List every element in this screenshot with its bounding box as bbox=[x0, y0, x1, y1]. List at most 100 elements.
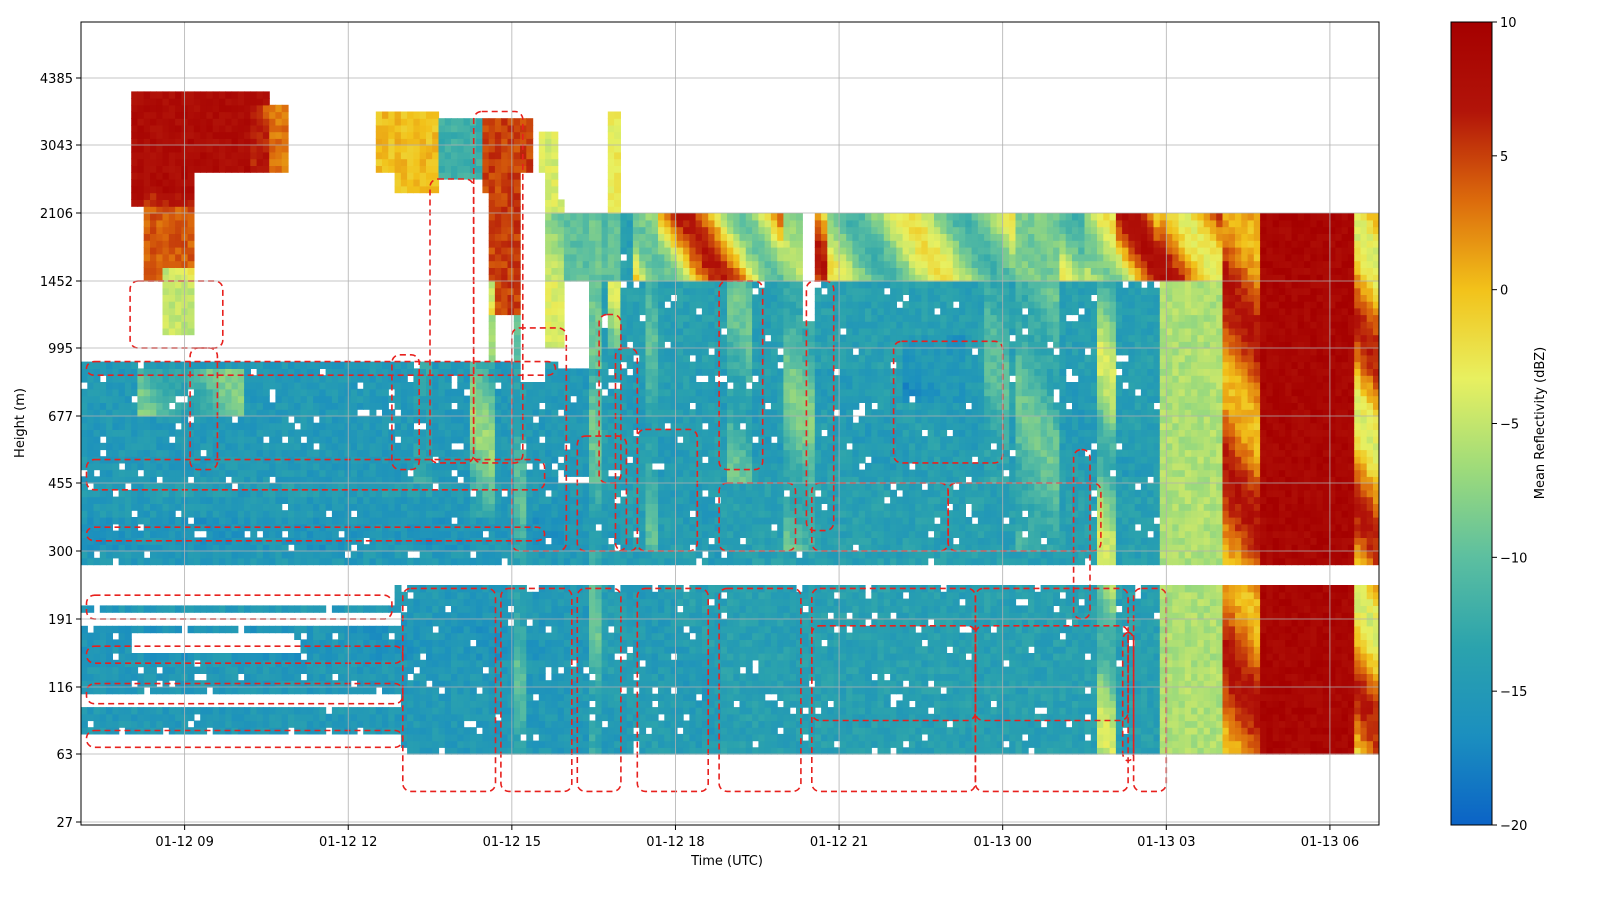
heatmap-cell bbox=[137, 429, 145, 437]
heatmap-cell bbox=[501, 253, 509, 262]
heatmap-cell bbox=[526, 449, 534, 457]
heatmap-cell bbox=[275, 111, 283, 119]
heatmap-cell bbox=[394, 124, 402, 133]
heatmap-cell bbox=[369, 422, 377, 430]
heatmap-cell bbox=[526, 530, 534, 538]
heatmap-cell bbox=[526, 496, 534, 504]
heatmap-cell bbox=[187, 727, 195, 735]
heatmap-cell bbox=[419, 517, 427, 525]
heatmap-cell bbox=[219, 523, 226, 532]
heatmap-cell bbox=[137, 551, 145, 559]
heatmap-cell bbox=[476, 619, 483, 627]
heatmap-cell bbox=[231, 118, 239, 126]
heatmap-cell bbox=[563, 700, 571, 708]
heatmap-cell bbox=[563, 733, 571, 742]
heatmap-cell bbox=[256, 557, 264, 566]
heatmap-cell bbox=[294, 632, 302, 640]
heatmap-cell bbox=[457, 557, 465, 566]
heatmap-cell bbox=[99, 639, 107, 647]
heatmap-cell bbox=[131, 416, 139, 424]
heatmap-cell bbox=[281, 713, 289, 722]
heatmap-cell bbox=[225, 395, 233, 403]
heatmap-cell bbox=[300, 429, 308, 437]
heatmap-cell bbox=[112, 368, 120, 376]
heatmap-cell bbox=[357, 625, 364, 634]
heatmap-cell bbox=[607, 388, 615, 397]
heatmap-cell bbox=[563, 598, 571, 606]
heatmap-cell bbox=[156, 625, 164, 634]
heatmap-cell bbox=[306, 436, 314, 444]
heatmap-cell bbox=[244, 375, 251, 383]
heatmap-cell bbox=[275, 673, 283, 681]
heatmap-cell bbox=[369, 503, 377, 511]
heatmap-cell bbox=[407, 416, 414, 424]
heatmap-cell bbox=[438, 388, 446, 397]
heatmap-cell bbox=[607, 131, 615, 139]
heatmap-cell bbox=[488, 172, 496, 180]
heatmap-cell bbox=[187, 281, 195, 289]
heatmap-cell bbox=[457, 639, 465, 647]
heatmap-cell bbox=[294, 375, 302, 383]
heatmap-cell bbox=[614, 489, 621, 498]
heatmap-cell bbox=[576, 449, 584, 457]
heatmap-cell bbox=[275, 551, 283, 559]
heatmap-cell bbox=[444, 673, 452, 681]
heatmap-cell bbox=[463, 680, 471, 688]
heatmap-cell bbox=[488, 341, 496, 349]
heatmap-cell bbox=[200, 442, 208, 451]
heatmap-cell bbox=[306, 720, 314, 728]
heatmap-cell bbox=[99, 659, 107, 668]
heatmap-cell bbox=[488, 653, 496, 661]
heatmap-cell bbox=[557, 727, 565, 735]
heatmap-cell bbox=[582, 456, 590, 464]
heatmap-cell bbox=[81, 456, 88, 464]
heatmap-cell bbox=[614, 361, 621, 369]
heatmap-cell bbox=[143, 151, 151, 160]
heatmap-cell bbox=[281, 666, 289, 674]
heatmap-cell bbox=[457, 659, 465, 668]
heatmap-cell bbox=[281, 395, 289, 403]
heatmap-cell bbox=[357, 476, 364, 484]
heatmap-cell bbox=[231, 131, 239, 139]
heatmap-cell bbox=[237, 666, 245, 674]
heatmap-cell bbox=[494, 422, 502, 430]
heatmap-cell bbox=[582, 544, 590, 552]
heatmap-cell bbox=[570, 605, 578, 613]
heatmap-cell bbox=[294, 510, 302, 518]
heatmap-cell bbox=[281, 138, 289, 146]
heatmap-cell bbox=[375, 625, 383, 634]
heatmap-cell bbox=[576, 639, 584, 647]
heatmap-cell bbox=[150, 625, 157, 634]
heatmap-cell bbox=[545, 700, 552, 708]
heatmap-cell bbox=[457, 375, 465, 383]
heatmap-cell bbox=[118, 476, 126, 484]
heatmap-cell bbox=[488, 388, 496, 397]
heatmap-cell bbox=[131, 199, 139, 207]
heatmap-cell bbox=[432, 747, 440, 755]
heatmap-cell bbox=[231, 111, 239, 119]
heatmap-cell bbox=[225, 91, 233, 99]
heatmap-cell bbox=[137, 510, 145, 518]
heatmap-cell bbox=[494, 544, 502, 552]
heatmap-cell bbox=[501, 653, 509, 661]
heatmap-cell bbox=[281, 131, 289, 139]
heatmap-cell bbox=[507, 733, 515, 742]
heatmap-cell bbox=[557, 713, 565, 722]
heatmap-cell bbox=[494, 287, 502, 295]
heatmap-cell bbox=[394, 476, 402, 484]
heatmap-cell bbox=[451, 727, 458, 735]
heatmap-cell bbox=[262, 496, 270, 504]
heatmap-cell bbox=[262, 124, 270, 133]
heatmap-cell bbox=[551, 469, 559, 477]
heatmap-cell bbox=[576, 537, 584, 545]
heatmap-cell bbox=[288, 449, 295, 457]
heatmap-cell bbox=[143, 111, 151, 119]
heatmap-cell bbox=[382, 557, 389, 566]
heatmap-cell bbox=[319, 469, 327, 477]
heatmap-cell bbox=[570, 551, 578, 559]
heatmap-cell bbox=[601, 544, 609, 552]
heatmap-cell bbox=[557, 226, 565, 234]
heatmap-cell bbox=[551, 429, 559, 437]
heatmap-cell bbox=[582, 605, 590, 613]
heatmap-cell bbox=[281, 104, 289, 113]
